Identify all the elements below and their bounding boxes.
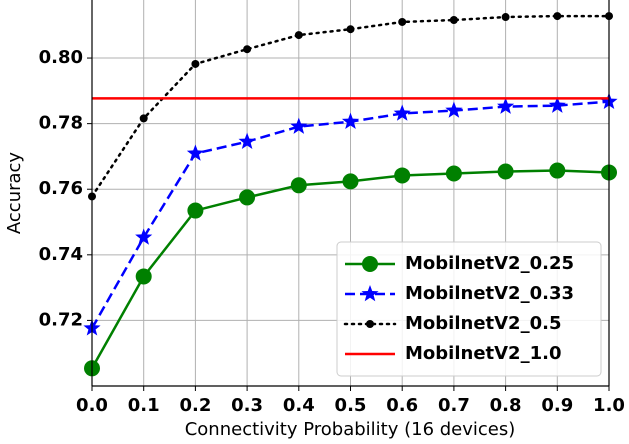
x-tick-label: 0.8 [490, 395, 522, 416]
legend-label: MobilnetV2_0.25 [405, 253, 574, 274]
y-tick-label: 0.74 [39, 244, 83, 265]
x-tick-label: 0.6 [386, 395, 418, 416]
marker [394, 167, 411, 184]
marker [445, 165, 462, 182]
legend-marker [361, 285, 379, 302]
marker [445, 101, 463, 118]
marker [553, 12, 562, 21]
marker [238, 132, 256, 149]
marker [449, 16, 458, 25]
marker [139, 114, 148, 123]
x-tick-label: 0.9 [541, 395, 573, 416]
y-axis-label: Accuracy [4, 152, 25, 235]
marker [239, 189, 256, 206]
marker [342, 173, 359, 190]
x-axis-label: Connectivity Probability (16 devices) [185, 419, 516, 440]
legend-label: MobilnetV2_0.5 [405, 313, 561, 334]
legend-label: MobilnetV2_1.0 [405, 343, 561, 364]
legend-marker [362, 256, 378, 272]
marker [290, 117, 308, 134]
marker [341, 112, 360, 129]
y-tick-label: 0.76 [39, 178, 83, 199]
x-tick-label: 0.7 [438, 395, 470, 416]
x-tick-label: 0.0 [76, 395, 108, 416]
marker [186, 144, 204, 161]
marker [135, 228, 153, 245]
marker [294, 31, 303, 40]
marker [501, 13, 510, 22]
marker [191, 59, 200, 68]
legend-box [336, 241, 602, 377]
marker [243, 45, 252, 54]
x-tick-label: 0.5 [335, 395, 367, 416]
marker [290, 177, 307, 194]
marker [187, 202, 204, 219]
marker [398, 17, 407, 26]
legend-label: MobilnetV2_0.33 [405, 283, 574, 304]
y-tick-label: 0.80 [39, 47, 83, 68]
x-tick-label: 0.2 [179, 395, 211, 416]
x-tick-label: 1.0 [593, 395, 625, 416]
marker [346, 25, 355, 34]
marker [393, 104, 411, 121]
marker [548, 96, 566, 113]
x-tick-label: 0.3 [231, 395, 263, 416]
y-tick-label: 0.72 [39, 309, 83, 330]
marker [135, 268, 152, 285]
marker [549, 162, 566, 179]
x-tick-label: 0.1 [128, 395, 160, 416]
x-tick-label: 0.4 [283, 395, 315, 416]
marker [497, 163, 514, 180]
marker [497, 97, 515, 114]
legend-marker [366, 320, 374, 328]
y-tick-label: 0.78 [39, 113, 83, 134]
